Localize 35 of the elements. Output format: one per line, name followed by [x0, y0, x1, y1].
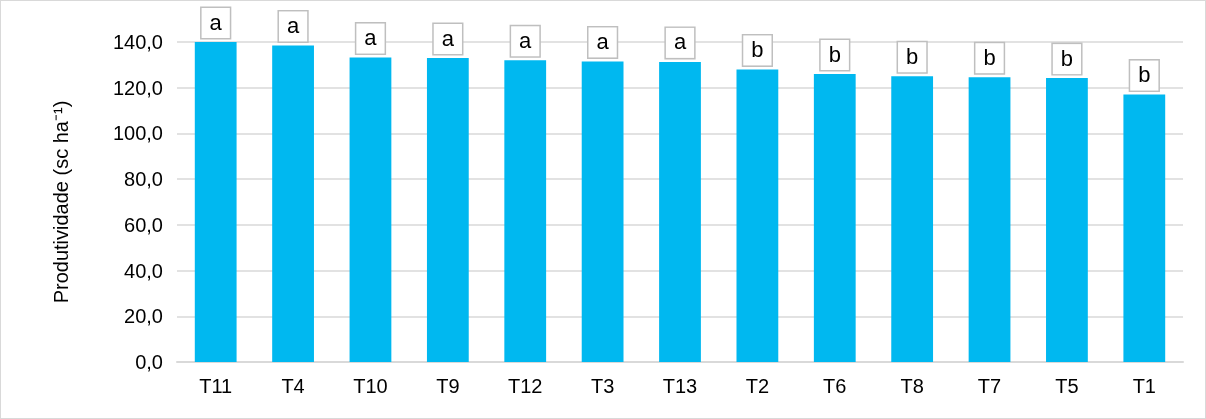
x-tick-label: T1 [1132, 375, 1156, 397]
x-tick-label: T13 [662, 375, 698, 397]
y-tick-label: 40,0 [124, 259, 163, 282]
data-label: a [209, 9, 223, 35]
data-label: b [983, 44, 996, 70]
y-tick-label: 60,0 [124, 213, 163, 236]
x-tick-label: T11 [199, 375, 233, 397]
y-tick-label: 140,0 [112, 31, 163, 53]
x-tick-label: T7 [977, 375, 1002, 397]
data-label: a [286, 12, 300, 38]
data-label: a [596, 28, 610, 54]
y-tick-label: 120,0 [112, 76, 163, 99]
x-tick-label: T2 [745, 375, 770, 397]
data-label: b [828, 41, 841, 67]
data-label: b [1138, 62, 1151, 88]
data-label: a [364, 25, 378, 51]
y-tick-label: 100,0 [112, 122, 163, 145]
data-label: b [751, 36, 764, 62]
x-tick-label: T6 [823, 375, 847, 397]
data-label: a [441, 25, 455, 51]
x-tick-label: T8 [900, 375, 924, 397]
y-tick-label: 20,0 [124, 305, 163, 328]
x-tick-label: T3 [590, 375, 615, 397]
data-label: a [673, 29, 687, 55]
x-tick-label: T5 [1055, 375, 1079, 397]
data-label: b [1060, 45, 1074, 71]
x-tick-label: T4 [281, 375, 305, 397]
y-axis-title: Produtividade (sc ha⁻¹) [50, 100, 72, 304]
y-tick-label: 80,0 [124, 168, 163, 191]
data-label: a [519, 27, 533, 53]
x-tick-label: T12 [508, 375, 543, 397]
y-tick-label: 0,0 [135, 351, 163, 373]
data-label: b [906, 43, 919, 69]
x-tick-label: T9 [436, 375, 460, 397]
x-tick-label: T10 [353, 375, 388, 397]
